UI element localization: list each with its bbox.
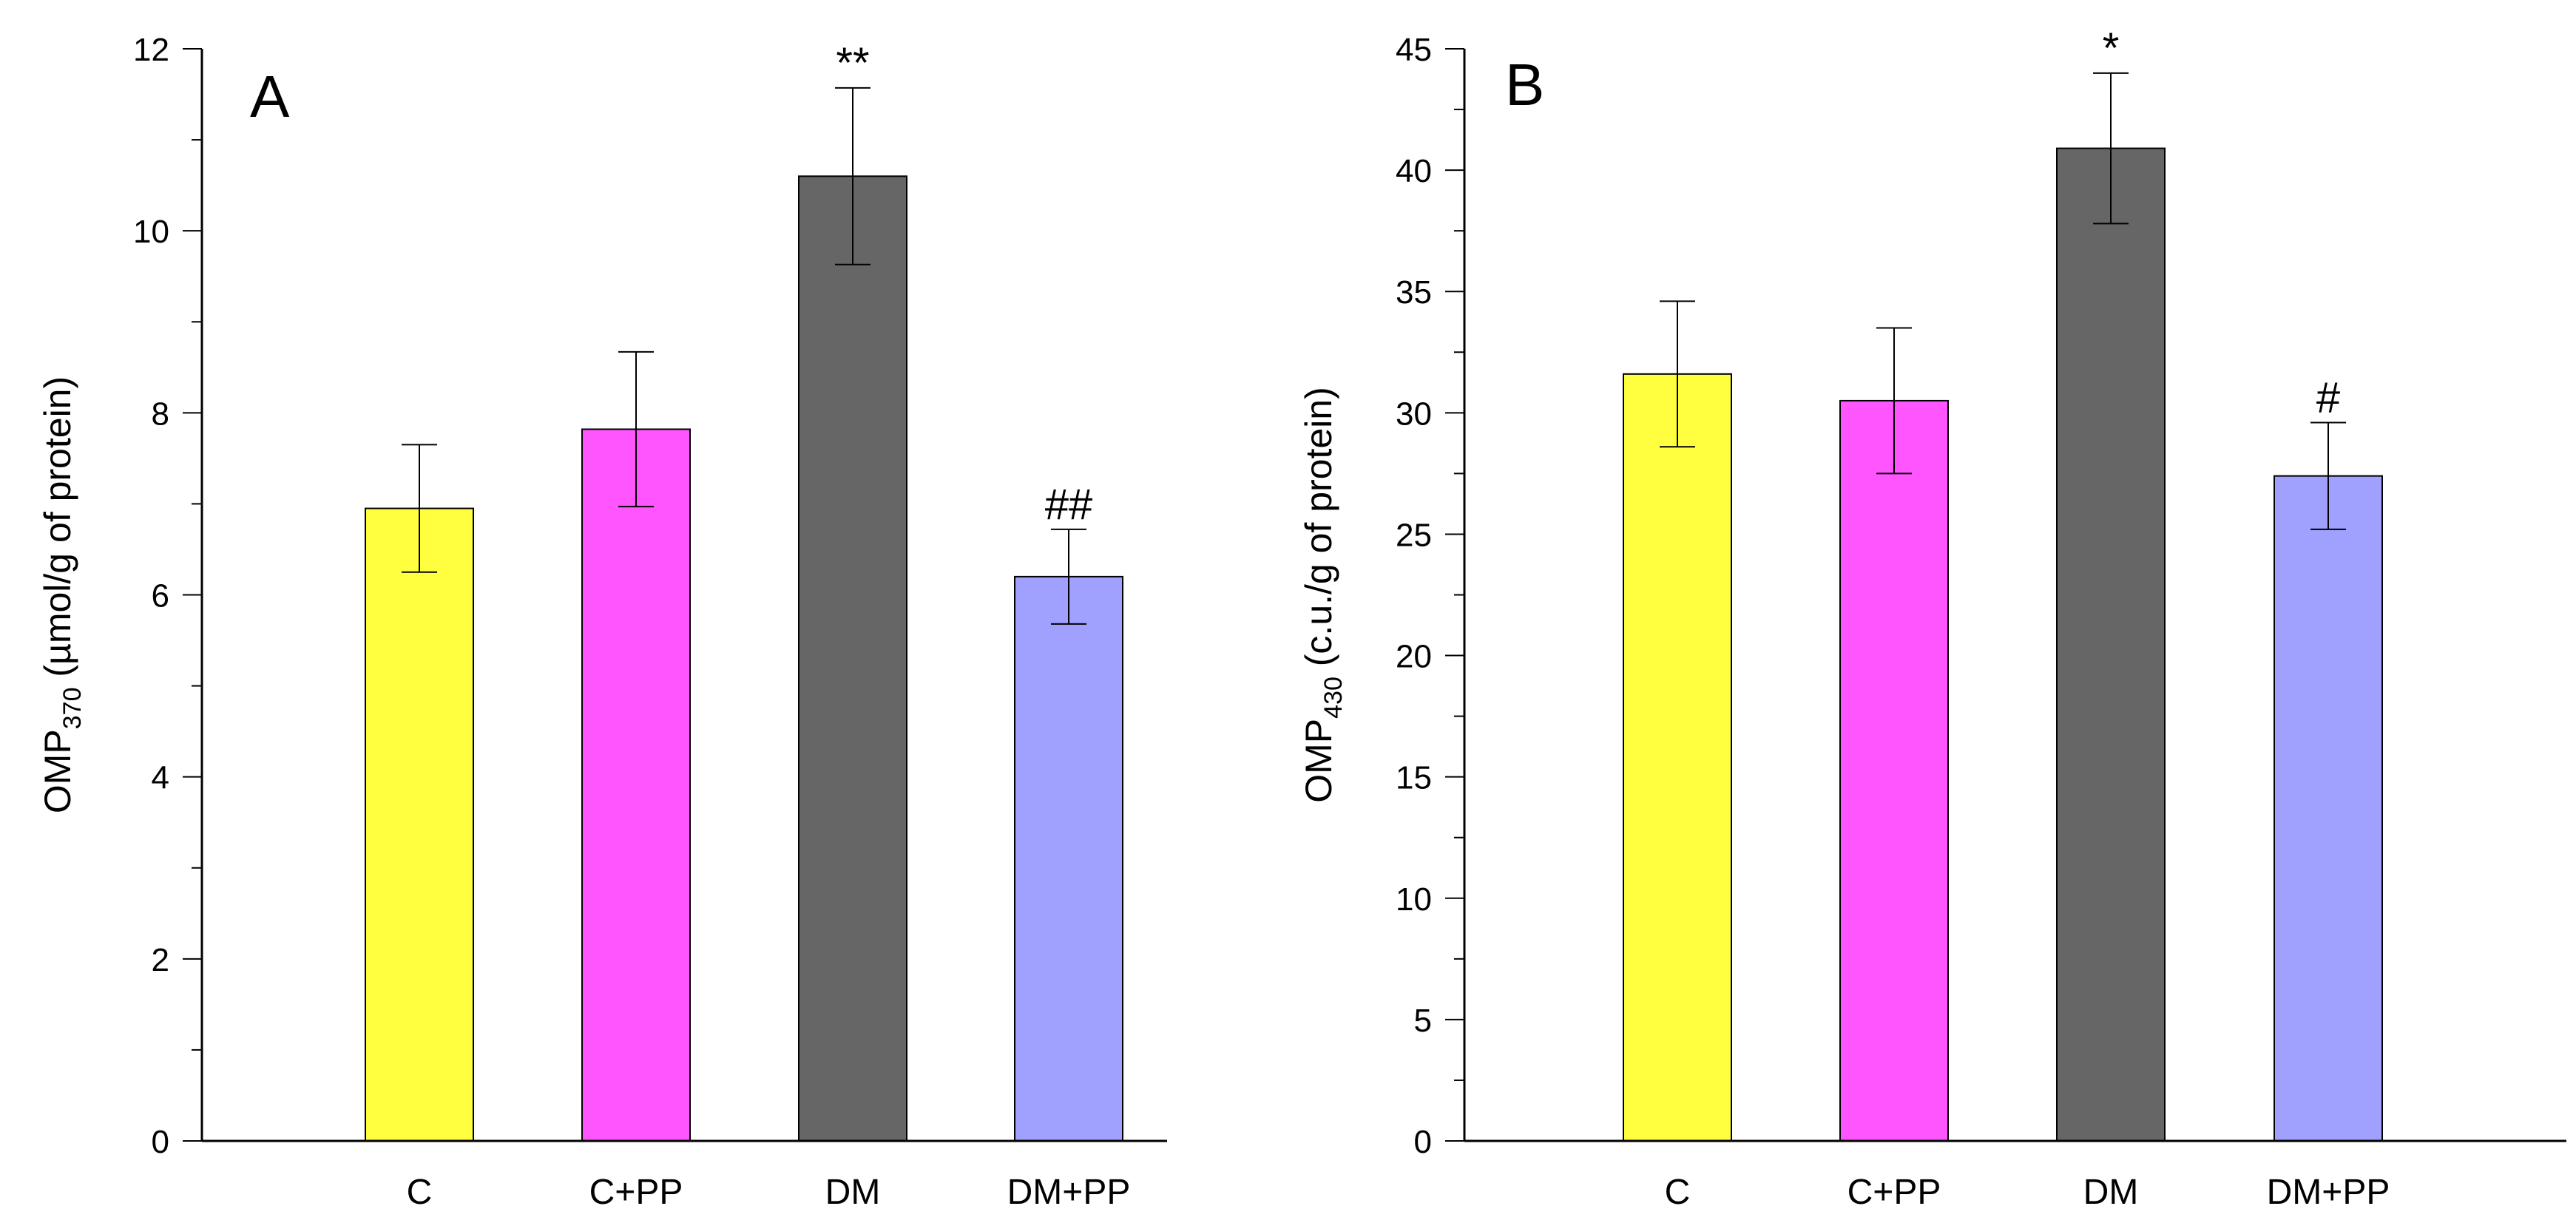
category-label: C <box>1665 1173 1691 1212</box>
significance-marker: ** <box>836 39 869 87</box>
bar <box>798 175 907 1142</box>
category-label: DM+PP <box>1007 1173 1131 1212</box>
y-tick-label: 0 <box>1414 1124 1432 1160</box>
category-label: C+PP <box>1848 1173 1941 1212</box>
y-axis-label-subscript: 430 <box>1319 677 1348 719</box>
bar <box>2274 475 2383 1142</box>
panel-letter: B <box>1505 52 1544 118</box>
y-tick-label: 10 <box>133 214 169 250</box>
y-tick-label: 6 <box>152 578 169 614</box>
y-tick-label: 25 <box>1396 517 1432 553</box>
y-tick-label: 2 <box>152 942 169 978</box>
y-tick-label: 5 <box>1414 1003 1432 1039</box>
y-axis-label-units: (µmol/g of protein) <box>37 376 78 688</box>
y-tick-label: 0 <box>152 1124 169 1160</box>
y-axis-label: OMP370 (µmol/g of protein) <box>37 376 87 813</box>
y-tick-label: 8 <box>152 396 169 432</box>
category-label: DM+PP <box>2267 1173 2390 1212</box>
panel-letter: A <box>250 64 290 129</box>
category-label: DM <box>2083 1173 2139 1212</box>
significance-marker: # <box>2316 373 2340 421</box>
y-tick-label: 15 <box>1396 760 1432 796</box>
y-tick-label: 4 <box>152 760 169 796</box>
bar <box>581 428 691 1142</box>
bar <box>1014 575 1123 1142</box>
y-tick-label: 12 <box>133 32 169 68</box>
significance-marker: ## <box>1045 481 1093 529</box>
panel-b: C C+PP * DM # DM+PP 0 5 10 15 20 25 30 35 40 45 B OMP430 … <box>1298 24 2566 1212</box>
bar <box>365 507 474 1142</box>
bar <box>1623 373 1732 1142</box>
significance-marker: * <box>2103 24 2120 72</box>
panel-a: C C+PP ** DM ## DM+PP 0 2 4 6 8 10 12 A OMP370 (µmol/g… <box>37 32 1167 1212</box>
y-tick-label: 40 <box>1396 153 1432 189</box>
y-tick-label: 45 <box>1396 32 1432 68</box>
y-tick-label: 30 <box>1396 396 1432 432</box>
y-axis-label-main: OMP <box>37 729 78 813</box>
bar <box>1839 399 1949 1142</box>
y-axis-label-units: (c.u./g of protein) <box>1298 387 1339 677</box>
category-label: DM <box>825 1173 881 1212</box>
y-axis-label-main: OMP <box>1298 719 1339 803</box>
category-label: C+PP <box>589 1173 683 1212</box>
y-tick-label: 10 <box>1396 881 1432 918</box>
category-label: C <box>407 1173 433 1212</box>
y-tick-label: 20 <box>1396 639 1432 675</box>
y-axis-label-subscript: 370 <box>58 688 87 730</box>
y-axis-label: OMP430 (c.u./g of protein) <box>1298 387 1348 803</box>
y-tick-label: 35 <box>1396 274 1432 311</box>
bar <box>2056 147 2166 1142</box>
